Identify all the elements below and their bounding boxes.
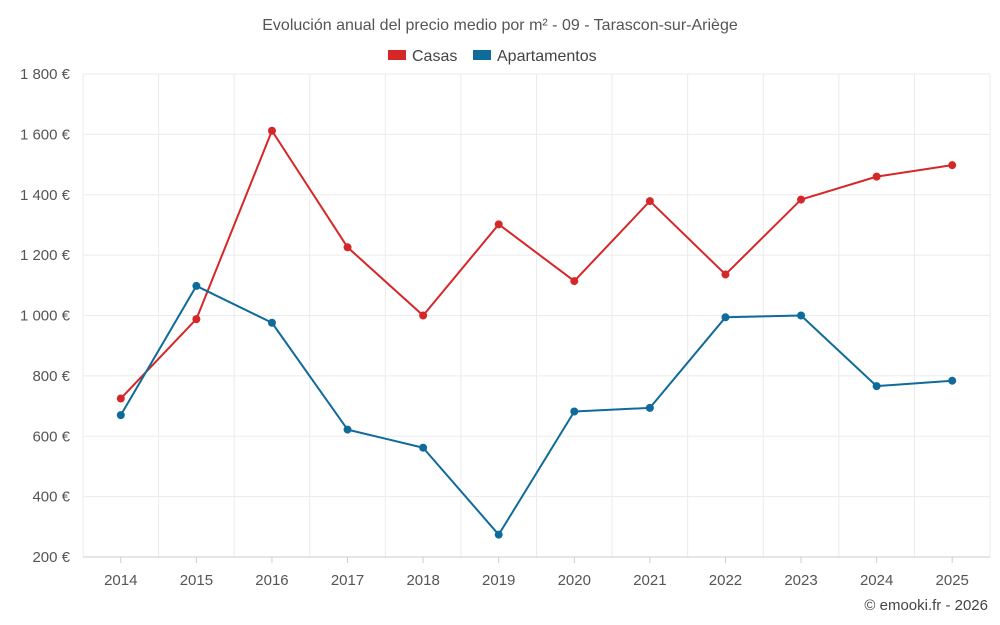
data-point-apartamentos <box>645 403 654 412</box>
legend: Casas Apartamentos <box>388 48 597 65</box>
credit-text: © emooki.fr - 2026 <box>864 597 988 614</box>
x-tick-label: 2023 <box>784 572 817 589</box>
legend-label-apartamentos: Apartamentos <box>497 48 597 65</box>
y-tick-label: 1 800 € <box>20 66 71 83</box>
data-point-apartamentos <box>872 382 881 391</box>
grid <box>82 73 991 558</box>
x-tick-label: 2025 <box>936 572 969 589</box>
data-point-apartamentos <box>721 313 730 322</box>
series-line-apartamentos <box>119 284 953 536</box>
data-point-casas <box>192 315 201 324</box>
x-tick-label: 2018 <box>406 572 439 589</box>
x-tick-label: 2015 <box>180 572 213 589</box>
data-point-casas <box>797 195 806 204</box>
data-point-casas <box>872 172 881 181</box>
x-tick-label: 2021 <box>633 572 666 589</box>
data-point-apartamentos <box>570 407 579 416</box>
data-point-casas <box>343 243 352 252</box>
data-point-apartamentos <box>192 281 201 290</box>
series-line-casas <box>120 129 953 400</box>
x-axis: 2014 2015 2016 2017 2018 2019 2020 2021 2022 2023… <box>83 556 990 589</box>
data-point-casas <box>116 394 125 403</box>
legend-label-casas: Casas <box>412 48 457 65</box>
data-point-casas <box>494 220 503 229</box>
data-point-casas <box>419 311 428 320</box>
chart-title: Evolución anual del precio medio por m² … <box>262 17 738 34</box>
y-axis: 200 € 400 € 600 € 800 € 1 000 € 1 200 € 1 400 … <box>20 66 71 566</box>
legend-swatch-casas <box>388 50 406 60</box>
data-point-apartamentos <box>419 443 428 452</box>
data-point-casas <box>267 126 276 135</box>
x-tick-label: 2022 <box>709 572 742 589</box>
y-tick-label: 1 400 € <box>20 187 71 204</box>
y-tick-label: 600 € <box>32 428 70 445</box>
data-point-casas <box>570 277 579 286</box>
y-tick-label: 1 200 € <box>20 247 71 264</box>
legend-swatch-apartamentos <box>473 50 491 60</box>
y-tick-label: 400 € <box>32 489 70 506</box>
data-point-casas <box>948 161 957 170</box>
data-point-apartamentos <box>343 425 352 434</box>
data-point-apartamentos <box>948 376 957 385</box>
series-layer <box>116 126 957 539</box>
x-tick-label: 2020 <box>558 572 591 589</box>
data-point-casas <box>645 197 654 206</box>
y-tick-label: 200 € <box>32 549 70 566</box>
x-tick-label: 2019 <box>482 572 515 589</box>
data-point-apartamentos <box>797 311 806 320</box>
y-tick-label: 1 000 € <box>20 308 71 325</box>
data-point-apartamentos <box>267 318 276 327</box>
x-tick-label: 2016 <box>255 572 288 589</box>
data-point-apartamentos <box>116 411 125 420</box>
x-tick-label: 2024 <box>860 572 893 589</box>
data-point-apartamentos <box>494 530 503 539</box>
y-tick-label: 800 € <box>32 368 70 385</box>
x-tick-label: 2017 <box>331 572 364 589</box>
x-tick-label: 2014 <box>104 572 137 589</box>
data-point-casas <box>721 270 730 279</box>
y-tick-label: 1 600 € <box>20 126 71 143</box>
